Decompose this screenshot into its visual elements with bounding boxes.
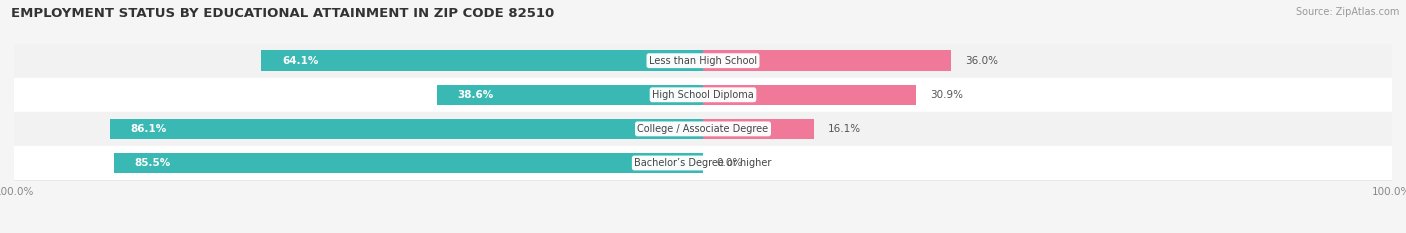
Text: 38.6%: 38.6% (458, 90, 494, 100)
Text: 85.5%: 85.5% (135, 158, 172, 168)
Text: 16.1%: 16.1% (828, 124, 860, 134)
Text: 64.1%: 64.1% (283, 56, 318, 66)
Text: College / Associate Degree: College / Associate Degree (637, 124, 769, 134)
Bar (703, 119, 814, 139)
Bar (703, 51, 950, 71)
Text: Source: ZipAtlas.com: Source: ZipAtlas.com (1295, 7, 1399, 17)
Text: Bachelor’s Degree or higher: Bachelor’s Degree or higher (634, 158, 772, 168)
Text: 36.0%: 36.0% (965, 56, 998, 66)
Bar (14, 78, 1392, 112)
Text: 0.0%: 0.0% (717, 158, 742, 168)
Text: Less than High School: Less than High School (650, 56, 756, 66)
Text: 86.1%: 86.1% (131, 124, 167, 134)
Bar (14, 146, 1392, 180)
Bar (14, 112, 1392, 146)
Bar (14, 44, 1392, 78)
Text: High School Diploma: High School Diploma (652, 90, 754, 100)
Bar (262, 51, 703, 71)
Bar (437, 85, 703, 105)
Bar (703, 85, 915, 105)
Bar (114, 153, 703, 173)
Text: EMPLOYMENT STATUS BY EDUCATIONAL ATTAINMENT IN ZIP CODE 82510: EMPLOYMENT STATUS BY EDUCATIONAL ATTAINM… (11, 7, 554, 20)
Text: 30.9%: 30.9% (929, 90, 963, 100)
Bar (110, 119, 703, 139)
